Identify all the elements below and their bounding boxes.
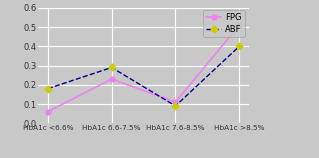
Legend: FPG, ABF: FPG, ABF xyxy=(203,10,245,37)
Line: ABF: ABF xyxy=(45,44,242,108)
FPG xyxy=(46,111,50,113)
ABF xyxy=(110,67,114,68)
FPG xyxy=(237,24,241,26)
ABF xyxy=(174,105,177,107)
FPG xyxy=(174,101,177,103)
Line: FPG: FPG xyxy=(45,23,242,114)
ABF xyxy=(46,88,50,90)
ABF xyxy=(237,45,241,47)
FPG xyxy=(110,78,114,80)
